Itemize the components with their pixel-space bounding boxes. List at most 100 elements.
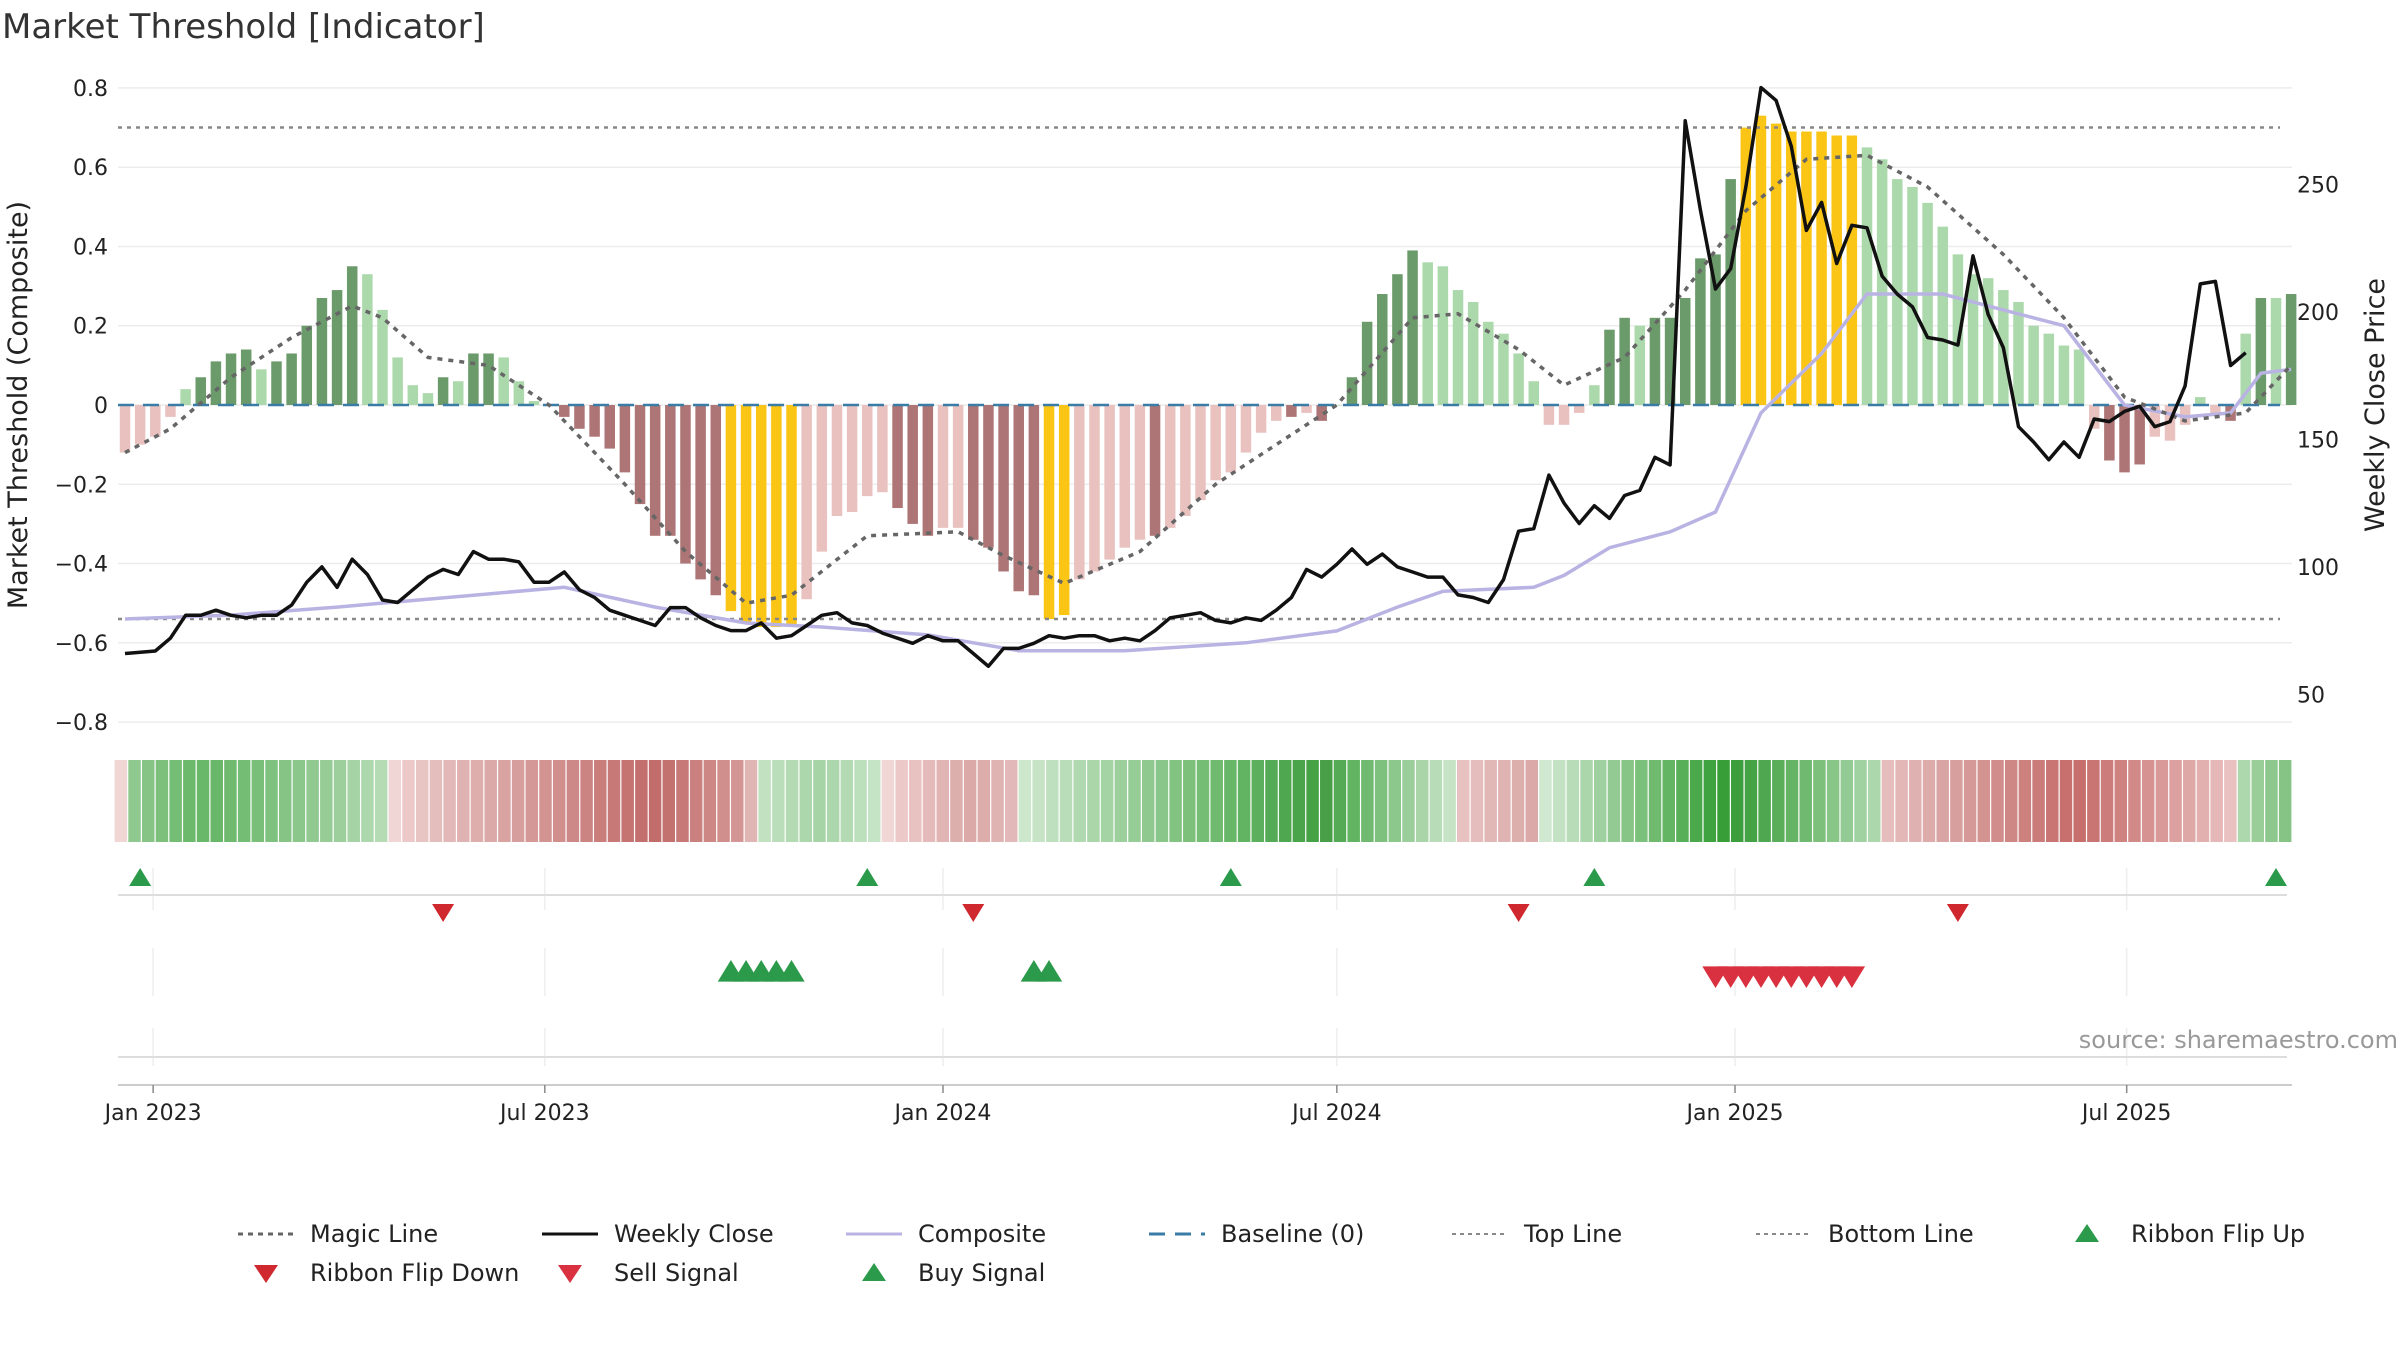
legend-item-baseline: Baseline (0) bbox=[1149, 1220, 1364, 1248]
ribbon-cell bbox=[2100, 760, 2114, 842]
composite-bar bbox=[968, 405, 979, 540]
ribbon-cell bbox=[114, 760, 128, 842]
ribbon-cell bbox=[676, 760, 689, 842]
ribbon-flip-down-marker bbox=[1946, 904, 1969, 922]
left-tick-label: 0.6 bbox=[73, 156, 108, 181]
composite-bar bbox=[1861, 147, 1873, 405]
composite-bar bbox=[195, 377, 206, 405]
ribbon-cell bbox=[128, 760, 141, 842]
composite-bar bbox=[892, 405, 903, 509]
legend-item-sell-signal: Sell Signal bbox=[558, 1259, 739, 1287]
ribbon-cell bbox=[867, 760, 881, 842]
ribbon-cell bbox=[594, 760, 607, 842]
ribbon-cell bbox=[265, 760, 278, 842]
composite-bar bbox=[786, 405, 797, 627]
x-tick-label: Jan 2024 bbox=[893, 1101, 992, 1126]
composite-bar bbox=[1982, 278, 1994, 405]
ribbon-cell bbox=[2087, 760, 2100, 842]
left-tick-label: −0.8 bbox=[55, 711, 108, 736]
ribbon-cell bbox=[1224, 760, 1237, 842]
ribbon-cell bbox=[498, 760, 511, 842]
main-panel: 0.8 0.6 0.4 0.2 0 −0.2 −0.4 −0.6 −0.8 250 200 150 1… bbox=[3, 77, 2391, 1066]
ribbon-cell bbox=[196, 760, 210, 842]
ribbon-cell bbox=[1621, 760, 1634, 842]
composite-bar bbox=[1543, 405, 1555, 425]
ribbon-cell bbox=[566, 760, 580, 842]
composite-bar bbox=[210, 361, 222, 405]
right-axis-ticks: 250 200 150 100 50 bbox=[2297, 174, 2339, 709]
ribbon-cell bbox=[1744, 760, 1758, 842]
ribbon-flip-up-marker bbox=[856, 868, 879, 886]
ribbon-cell bbox=[813, 760, 826, 842]
legend-item-ribbon-flip-up: Ribbon Flip Up bbox=[2075, 1220, 2305, 1248]
ribbon-cell bbox=[224, 760, 237, 842]
ribbon-cell bbox=[1785, 760, 1799, 842]
legend-label: Baseline (0) bbox=[1221, 1220, 1364, 1248]
composite-bar bbox=[468, 353, 479, 405]
composite-line bbox=[124, 292, 2292, 653]
left-tick-label: 0.2 bbox=[73, 315, 108, 340]
ribbon-cell bbox=[2237, 760, 2251, 842]
composite-bar bbox=[513, 381, 525, 405]
composite-bar bbox=[1346, 377, 1358, 405]
ribbon-cell bbox=[155, 760, 169, 842]
composite-bar bbox=[150, 405, 161, 437]
ribbon-cell bbox=[1635, 760, 1648, 842]
ribbon-cell bbox=[141, 760, 155, 842]
composite-bar bbox=[1104, 405, 1115, 560]
ribbon-cell bbox=[1457, 760, 1470, 842]
composite-bar bbox=[1937, 226, 1948, 405]
ribbon-cell bbox=[922, 760, 936, 842]
composite-bar bbox=[528, 401, 540, 405]
ribbon-cell bbox=[1676, 760, 1689, 842]
chart-title: Market Threshold [Indicator] bbox=[2, 7, 485, 47]
composite-bar bbox=[695, 405, 706, 580]
ribbon-cell bbox=[950, 760, 963, 842]
ribbon-cell bbox=[1648, 760, 1662, 842]
composite-bar bbox=[1180, 405, 1191, 516]
ribbon-cell bbox=[1374, 760, 1388, 842]
composite-bar bbox=[2240, 333, 2251, 405]
legend-swatch bbox=[2075, 1224, 2099, 1242]
ribbon-cell bbox=[854, 760, 867, 842]
ribbon-cell bbox=[1087, 760, 1100, 842]
composite-bar bbox=[1331, 405, 1343, 406]
ribbon-cell bbox=[388, 760, 402, 842]
ribbon-cell bbox=[1498, 760, 1511, 842]
composite-bar bbox=[831, 405, 843, 516]
ribbon-cell bbox=[2210, 760, 2223, 842]
x-tick-label: Jan 2025 bbox=[1685, 1101, 1784, 1126]
ribbon-cell bbox=[635, 760, 648, 842]
composite-bar bbox=[1058, 405, 1070, 616]
ribbon-cell bbox=[1881, 760, 1895, 842]
composite-bar bbox=[649, 405, 661, 536]
right-axis-label: Weekly Close Price bbox=[2360, 278, 2391, 532]
legend: Magic Line Weekly Close Composite Baseline … bbox=[238, 1220, 2305, 1287]
ribbon-cell bbox=[1196, 760, 1210, 842]
sell-signal-marker bbox=[1838, 966, 1866, 988]
ribbon-cell bbox=[758, 760, 771, 842]
composite-bar bbox=[422, 393, 434, 405]
composite-bar bbox=[1952, 254, 1964, 405]
left-tick-label: −0.4 bbox=[55, 553, 108, 578]
legend-label: Composite bbox=[918, 1220, 1046, 1248]
composite-bar bbox=[1528, 381, 1540, 405]
composite-bar bbox=[301, 325, 313, 405]
ribbon-cell bbox=[991, 760, 1004, 842]
ribbon-cell bbox=[1155, 760, 1169, 842]
ribbon-flip-up-marker bbox=[2265, 868, 2287, 886]
ribbon-flip-up-marker bbox=[1219, 868, 1242, 886]
right-tick-label: 250 bbox=[2297, 174, 2339, 199]
ribbon-cell bbox=[552, 760, 566, 842]
ribbon-cell bbox=[1128, 760, 1141, 842]
composite-bar bbox=[725, 405, 737, 612]
x-axis-ticks: Jan 2023 Jul 2023 Jan 2024 Jul 2024 Jan 2025… bbox=[103, 1085, 2171, 1126]
legend-label: Weekly Close bbox=[614, 1220, 774, 1248]
ribbon-cell bbox=[1046, 760, 1059, 842]
composite-bar bbox=[1467, 301, 1479, 405]
composite-bar bbox=[1846, 135, 1858, 406]
x-tick-label: Jul 2024 bbox=[1290, 1101, 1382, 1126]
composite-bar bbox=[2088, 405, 2100, 429]
composite-bar bbox=[1407, 250, 1418, 405]
